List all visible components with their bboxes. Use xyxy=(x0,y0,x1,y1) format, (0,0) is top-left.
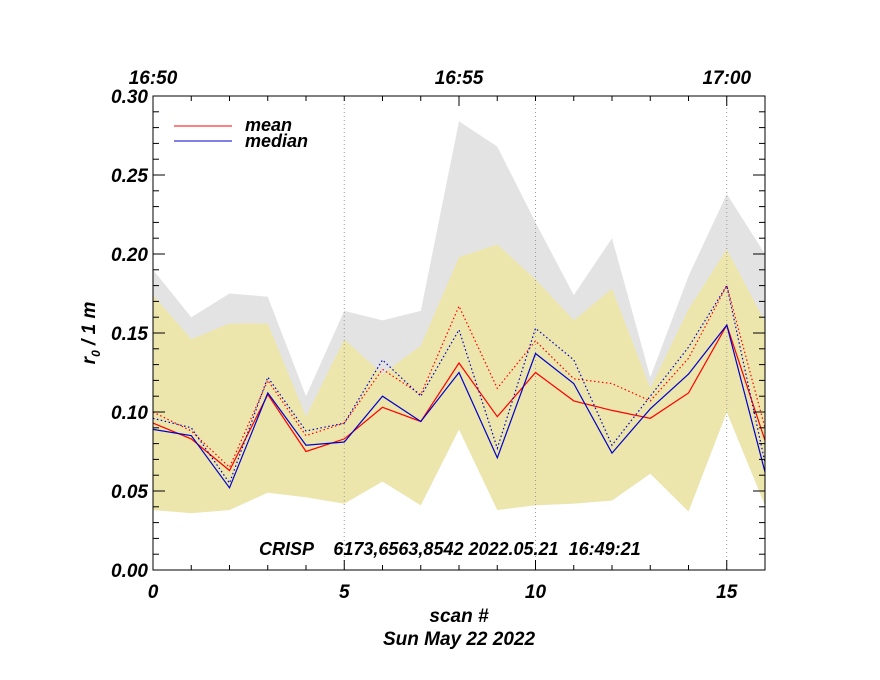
series-lines xyxy=(152,283,766,490)
y-tick-label: 0.30 xyxy=(111,87,148,108)
series-mean-solid xyxy=(152,323,766,472)
y-tick-label: 0.10 xyxy=(111,403,148,424)
series-median-solid xyxy=(152,323,766,490)
x-tick-label: 0 xyxy=(148,582,159,603)
gridlines xyxy=(343,96,728,570)
y-tick-label: 0.20 xyxy=(111,245,148,266)
top-time-label: 16:55 xyxy=(435,68,484,89)
y-tick-label: 0.15 xyxy=(111,324,148,345)
x-tick-label: 10 xyxy=(525,582,547,603)
y-tick-label: 0.05 xyxy=(111,482,148,503)
band-inner-range xyxy=(153,244,765,514)
series-median-dotted xyxy=(152,284,766,485)
legend-label-mean: mean xyxy=(245,115,292,135)
y-tick-label: 0.00 xyxy=(111,561,148,582)
legend-label-median: median xyxy=(245,131,308,151)
crisp-annotation: CRISP 6173,6563,8542 2022.05.21 16:49:21 xyxy=(259,539,641,559)
range-bands xyxy=(153,121,765,514)
x-axis-title: scan # xyxy=(429,606,489,627)
date-label: Sun May 22 2022 xyxy=(383,629,536,650)
top-time-label: 16:50 xyxy=(129,68,178,89)
top-time-label: 17:00 xyxy=(702,68,751,89)
y-axis-title-main: r xyxy=(79,355,100,364)
x-tick-label: 15 xyxy=(716,582,738,603)
y-axis-title: r0 / 1 m xyxy=(79,302,103,365)
y-tick-label: 0.25 xyxy=(111,166,148,187)
y-axis-title-suffix: / 1 m xyxy=(79,302,100,351)
y-axis-title-subscript: 0 xyxy=(89,350,103,357)
legend: mean median xyxy=(174,115,308,151)
x-tick-label: 5 xyxy=(339,582,350,603)
